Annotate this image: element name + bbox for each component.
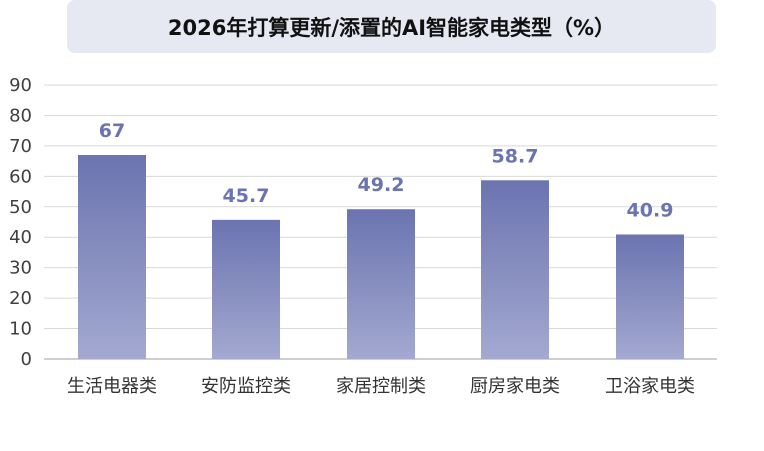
data-labels: 67 45.7 49.2 58.7 40.9 — [99, 120, 674, 221]
y-tick-label: 40 — [9, 227, 32, 248]
category-label: 厨房家电类 — [470, 376, 560, 397]
category-label: 生活电器类 — [67, 376, 157, 397]
bar — [481, 180, 549, 359]
y-tick-label: 60 — [9, 166, 32, 187]
y-axis-ticks: 0 10 20 30 40 50 60 70 80 90 — [9, 75, 32, 370]
bar — [616, 234, 684, 359]
y-tick-label: 90 — [9, 75, 32, 96]
data-label: 40.9 — [627, 199, 674, 221]
y-tick-label: 80 — [9, 105, 32, 126]
bar — [347, 209, 415, 359]
bar — [78, 155, 146, 359]
chart-title: 2026年打算更新/添置的AI智能家电类型（%） — [167, 15, 616, 40]
y-tick-label: 70 — [9, 136, 32, 157]
chart-title-box: 2026年打算更新/添置的AI智能家电类型（%） — [67, 0, 716, 53]
category-label: 安防监控类 — [201, 376, 291, 397]
y-tick-label: 50 — [9, 197, 32, 218]
grid-lines — [44, 84, 717, 360]
category-label: 家居控制类 — [336, 376, 426, 397]
x-axis-categories: 生活电器类 安防监控类 家居控制类 厨房家电类 卫浴家电类 — [67, 376, 695, 397]
bar — [212, 219, 280, 359]
data-label: 49.2 — [358, 174, 405, 196]
y-tick-label: 0 — [21, 349, 32, 370]
data-label: 45.7 — [223, 185, 270, 207]
data-label: 58.7 — [492, 145, 539, 167]
category-label: 卫浴家电类 — [605, 376, 695, 397]
y-tick-label: 20 — [9, 288, 32, 309]
bars — [78, 155, 684, 359]
y-tick-label: 10 — [9, 319, 32, 340]
y-tick-label: 30 — [9, 258, 32, 279]
data-label: 67 — [99, 120, 125, 142]
